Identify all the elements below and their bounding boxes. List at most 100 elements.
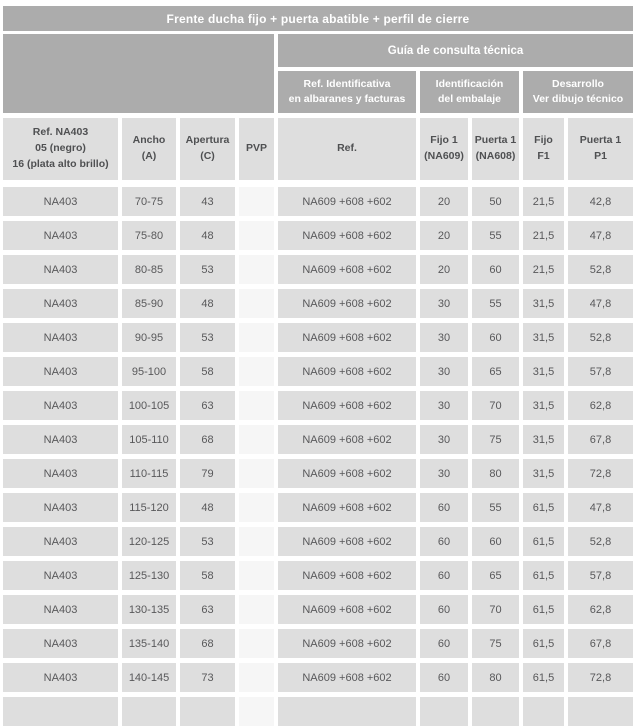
blank-header-block [3, 34, 274, 113]
cell-ref-model: NA403 [3, 425, 118, 454]
cell-fijo-f1: 31,5 [523, 459, 564, 488]
cell-pvp [239, 425, 274, 454]
cell-apertura: 53 [180, 323, 235, 352]
cell-ref-model: NA403 [3, 527, 118, 556]
cell-ref-model: NA403 [3, 629, 118, 658]
cell-ancho: 110-115 [122, 459, 176, 488]
cell-ancho: 80-85 [122, 255, 176, 284]
cell-fijo-f1: 61,5 [523, 493, 564, 522]
cell-puerta-p1: 52,8 [568, 255, 633, 284]
cell-apertura [180, 697, 235, 726]
guide-subheader-line: en albaranes y facturas [288, 93, 406, 105]
cell-puerta1: 55 [472, 493, 519, 522]
cell-pvp [239, 561, 274, 590]
header-line: Fijo [534, 134, 553, 147]
cell-pvp [239, 323, 274, 352]
cell-fijo-f1: 21,5 [523, 255, 564, 284]
header-puerta-p1: Puerta 1 P1 [568, 118, 633, 180]
cell-puerta-p1: 67,8 [568, 629, 633, 658]
header-ref: Ref. [278, 118, 416, 180]
header-line: Puerta 1 [474, 134, 517, 147]
cell-ref-model: NA403 [3, 289, 118, 318]
cell-ancho: 135-140 [122, 629, 176, 658]
cell-puerta-p1: 47,8 [568, 289, 633, 318]
cell-fijo1: 60 [420, 527, 468, 556]
cell-ref: NA609 +608 +602 [278, 493, 416, 522]
cell-ref: NA609 +608 +602 [278, 357, 416, 386]
cell-fijo-f1: 31,5 [523, 289, 564, 318]
cell-fijo1: 20 [420, 187, 468, 216]
guide-title-bar: Guía de consulta técnica [278, 34, 633, 67]
cell-ref: NA609 +608 +602 [278, 527, 416, 556]
cell-ref-model: NA403 [3, 255, 118, 284]
cell-ref: NA609 +608 +602 [278, 663, 416, 692]
header-line: Ref. NA403 [32, 126, 89, 139]
cell-puerta-p1: 52,8 [568, 323, 633, 352]
cell-apertura: 48 [180, 221, 235, 250]
cell-pvp [239, 187, 274, 216]
cell-ancho: 100-105 [122, 391, 176, 420]
header-line: Puerta 1 [579, 134, 622, 147]
cell-ref: NA609 +608 +602 [278, 289, 416, 318]
cell-ref-model: NA403 [3, 357, 118, 386]
header-puerta1: Puerta 1 (NA608) [472, 118, 519, 180]
guide-subheader-row: Ref. Identificativa en albaranes y factu… [278, 71, 633, 113]
cell-puerta-p1: 62,8 [568, 595, 633, 624]
cell-puerta-p1: 42,8 [568, 187, 633, 216]
guide-subheader-line: Identificación [435, 77, 504, 90]
cell-puerta1: 60 [472, 255, 519, 284]
cell-fijo-f1: 61,5 [523, 663, 564, 692]
header-line: (NA608) [475, 150, 516, 162]
cell-puerta-p1: 52,8 [568, 527, 633, 556]
cell-fijo-f1: 31,5 [523, 357, 564, 386]
guide-subheader-ref-identificativa: Ref. Identificativa en albaranes y factu… [278, 71, 416, 113]
cell-ancho: 95-100 [122, 357, 176, 386]
cell-ref: NA609 +608 +602 [278, 391, 416, 420]
cell-pvp [239, 459, 274, 488]
header-ancho: Ancho (A) [122, 118, 176, 180]
cell-ancho: 85-90 [122, 289, 176, 318]
cell-fijo-f1: 61,5 [523, 595, 564, 624]
table-title: Frente ducha fijo + puerta abatible + pe… [166, 11, 470, 26]
cell-apertura: 53 [180, 255, 235, 284]
cell-fijo1 [420, 697, 468, 726]
cell-fijo-f1 [523, 697, 564, 726]
header-line: Apertura [185, 134, 230, 147]
cell-fijo1: 60 [420, 663, 468, 692]
cell-ancho: 105-110 [122, 425, 176, 454]
cell-puerta-p1: 67,8 [568, 425, 633, 454]
cell-puerta-p1: 47,8 [568, 221, 633, 250]
cell-fijo-f1: 31,5 [523, 425, 564, 454]
header-line: 05 (negro) [35, 142, 86, 155]
cell-puerta-p1 [568, 697, 633, 726]
cell-apertura: 43 [180, 187, 235, 216]
cell-pvp [239, 527, 274, 556]
cell-ref-model: NA403 [3, 493, 118, 522]
cell-puerta1: 60 [472, 527, 519, 556]
cell-puerta1: 55 [472, 221, 519, 250]
cell-fijo1: 30 [420, 459, 468, 488]
cell-ref-model: NA403 [3, 595, 118, 624]
cell-puerta1: 60 [472, 323, 519, 352]
header-line: PVP [245, 142, 267, 155]
cell-apertura: 58 [180, 561, 235, 590]
cell-ref-model [3, 697, 118, 726]
cell-puerta1: 70 [472, 595, 519, 624]
table-body: NA403 70-75 43 NA609 +608 +602 20 50 21,… [3, 187, 633, 726]
header-line: 16 (plata alto brillo) [12, 157, 109, 170]
cell-pvp [239, 221, 274, 250]
header-line: (NA609) [424, 150, 464, 162]
cell-puerta1: 65 [472, 357, 519, 386]
header-line: Ancho [132, 134, 166, 147]
cell-ref: NA609 +608 +602 [278, 187, 416, 216]
cell-ref: NA609 +608 +602 [278, 221, 416, 250]
cell-ref [278, 697, 416, 726]
cell-ancho: 75-80 [122, 221, 176, 250]
cell-apertura: 48 [180, 493, 235, 522]
cell-pvp [239, 357, 274, 386]
cell-puerta1: 80 [472, 459, 519, 488]
cell-fijo-f1: 21,5 [523, 221, 564, 250]
cell-fijo1: 30 [420, 425, 468, 454]
cell-puerta1: 55 [472, 289, 519, 318]
cell-fijo-f1: 21,5 [523, 187, 564, 216]
